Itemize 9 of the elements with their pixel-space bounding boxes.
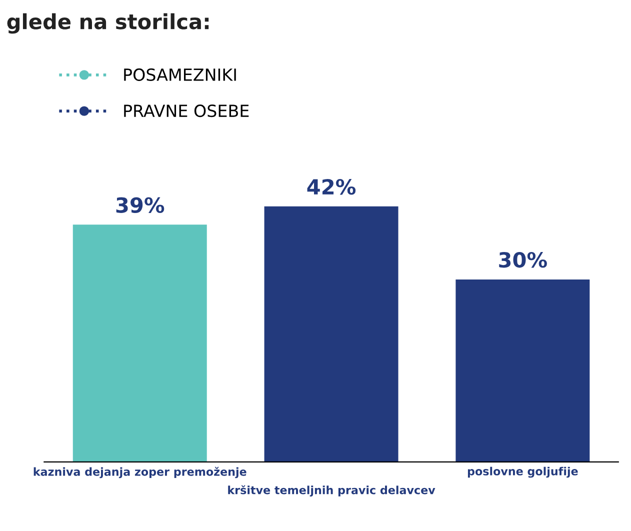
data-label: 30% — [499, 252, 547, 268]
legend-label: POSAMEZNIKI — [124, 68, 236, 81]
data-label: 39% — [116, 197, 164, 213]
chart-title: glede na storilca: — [7, 13, 209, 34]
x-tick-label: poslovne goljufije — [468, 466, 578, 478]
x-tick-label: kazniva dejanja zoper premoženje — [34, 466, 246, 478]
data-label: 42% — [307, 178, 356, 195]
x-tick-label: kršitve temeljnih pravic delavcev — [228, 485, 436, 497]
legend-label: PRAVNE OSEBE — [124, 104, 249, 118]
